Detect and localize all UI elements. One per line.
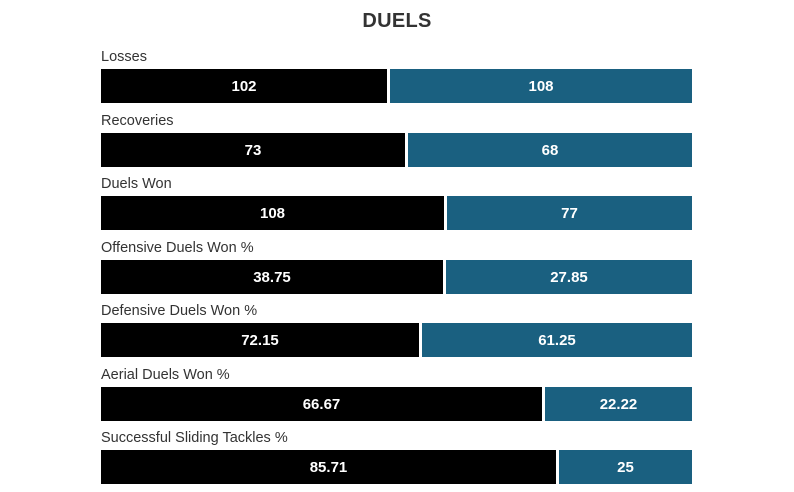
bar-team-b: 77	[447, 196, 692, 230]
row-label: Offensive Duels Won %	[101, 240, 254, 256]
bar-team-b: 108	[390, 69, 692, 103]
row-label: Losses	[101, 49, 147, 65]
bar-team-a: 108	[101, 196, 444, 230]
row-label: Recoveries	[101, 113, 174, 129]
row-label: Successful Sliding Tackles %	[101, 430, 288, 446]
bar-team-a: 66.67	[101, 387, 542, 421]
bar-team-b: 25	[559, 450, 692, 484]
row-label: Defensive Duels Won %	[101, 303, 258, 319]
bar-team-a: 38.75	[101, 260, 443, 294]
bar-team-b: 68	[408, 133, 692, 167]
bar-team-a: 72.15	[101, 323, 419, 357]
bar-team-a: 73	[101, 133, 405, 167]
bar-team-b: 27.85	[446, 260, 692, 294]
row-label: Aerial Duels Won %	[101, 367, 230, 383]
bar-team-a: 102	[101, 69, 387, 103]
chart-title: DUELS	[362, 10, 432, 32]
bar-team-a: 85.71	[101, 450, 556, 484]
bar-team-b: 61.25	[422, 323, 692, 357]
bar-team-b: 22.22	[545, 387, 692, 421]
row-label: Duels Won	[101, 176, 172, 192]
